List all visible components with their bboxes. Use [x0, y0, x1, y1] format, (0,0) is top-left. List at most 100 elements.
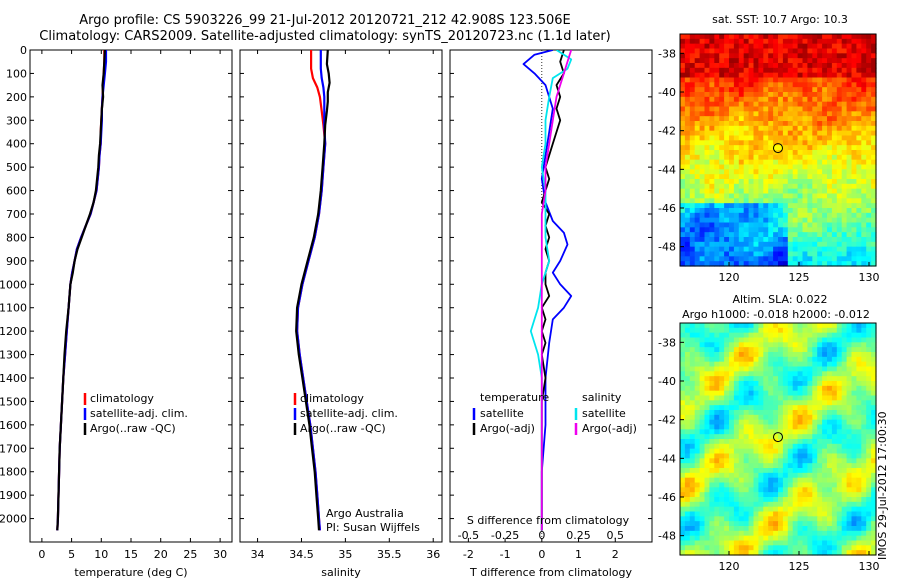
map-cell [748, 111, 755, 117]
map-cell [792, 458, 799, 464]
map-cell [787, 371, 794, 377]
map-cell [724, 212, 730, 219]
map-cell [856, 521, 862, 527]
map-cell [704, 443, 710, 450]
map-cell [846, 487, 853, 493]
map-cell [768, 511, 774, 517]
map-cell [753, 179, 759, 185]
map-cell [709, 526, 715, 532]
map-cell [827, 159, 833, 166]
map-cell [797, 116, 804, 122]
map-cell [773, 256, 779, 262]
map-cell [797, 492, 804, 498]
map-cell [812, 125, 818, 132]
map-cell [768, 183, 774, 190]
map-cell [797, 43, 804, 50]
map-cell [807, 198, 813, 204]
map-cell [861, 530, 867, 537]
map-cell [704, 101, 710, 108]
map-cell [763, 241, 769, 248]
map-cell [704, 232, 710, 238]
map-cell [680, 77, 686, 83]
map-cell [817, 72, 823, 79]
map-cell [812, 237, 818, 243]
map-cell [758, 337, 764, 343]
series-group [56, 50, 108, 531]
map-cell [846, 477, 853, 484]
map-cell [846, 159, 853, 166]
map-cell [694, 366, 701, 372]
map-cell [758, 222, 764, 228]
map-cell [797, 232, 804, 238]
map-cell [866, 111, 872, 117]
map-cell [699, 130, 706, 137]
map-cell [866, 150, 872, 156]
map-cell [704, 227, 710, 233]
map-cell [768, 472, 774, 479]
map-cell [689, 395, 696, 401]
map-cell [714, 164, 720, 170]
map-cell [704, 501, 710, 508]
map-cell [822, 323, 828, 329]
map-cell [699, 424, 706, 430]
map-cell [861, 198, 867, 204]
map-cell [812, 347, 818, 353]
map-cell [724, 232, 730, 238]
map-cell [738, 256, 745, 262]
map-cell [827, 96, 833, 103]
map-cell [680, 145, 686, 151]
map-cell [680, 203, 686, 209]
map-cell [704, 429, 710, 435]
map-cell [694, 327, 701, 334]
map-cell [684, 540, 691, 546]
map-cell [684, 347, 691, 353]
map-cell [797, 154, 804, 161]
map-cell [724, 48, 730, 54]
map-title: sat. SST: 10.7 Argo: 10.3 [712, 13, 848, 26]
map-cell [743, 116, 750, 122]
map-cell [699, 188, 706, 195]
map-cell [841, 217, 848, 224]
map-cell [836, 448, 843, 455]
map-cell [827, 111, 833, 117]
map-cell [689, 385, 696, 392]
map-cell [851, 540, 857, 546]
map-cell [856, 96, 862, 103]
map-cell [787, 53, 794, 59]
map-cell [782, 208, 789, 214]
map-cell [797, 342, 804, 348]
map-cell [807, 361, 813, 368]
legend-entry: satellite [480, 407, 524, 420]
map-cell [763, 472, 769, 479]
map-cell [763, 67, 769, 74]
map-cell [807, 87, 813, 93]
map-cell [724, 521, 730, 527]
map-cell [684, 261, 691, 267]
map-cell [782, 159, 789, 166]
map-cell [729, 352, 735, 358]
map-cell [738, 135, 745, 141]
map-cell [778, 323, 784, 329]
map-cell [871, 227, 877, 233]
map-cell [812, 48, 818, 54]
map-cell [729, 164, 735, 170]
map-cell [763, 246, 769, 253]
map-cell [822, 390, 828, 397]
map-cell [871, 545, 877, 551]
map-cell [743, 405, 750, 411]
map-cell [817, 458, 823, 464]
map-cell [782, 439, 789, 445]
map-cell [792, 356, 799, 363]
map-cell [763, 395, 769, 401]
map-cell [694, 414, 701, 421]
map-cell [724, 72, 730, 79]
map-cell [866, 121, 872, 127]
map-cell [812, 405, 818, 411]
map-cell [831, 63, 838, 69]
map-cell [748, 482, 755, 488]
map-cell [807, 458, 813, 464]
map-cell [778, 463, 784, 469]
map-cell [866, 53, 872, 59]
map-cell [748, 179, 755, 185]
map-cell [851, 337, 857, 343]
